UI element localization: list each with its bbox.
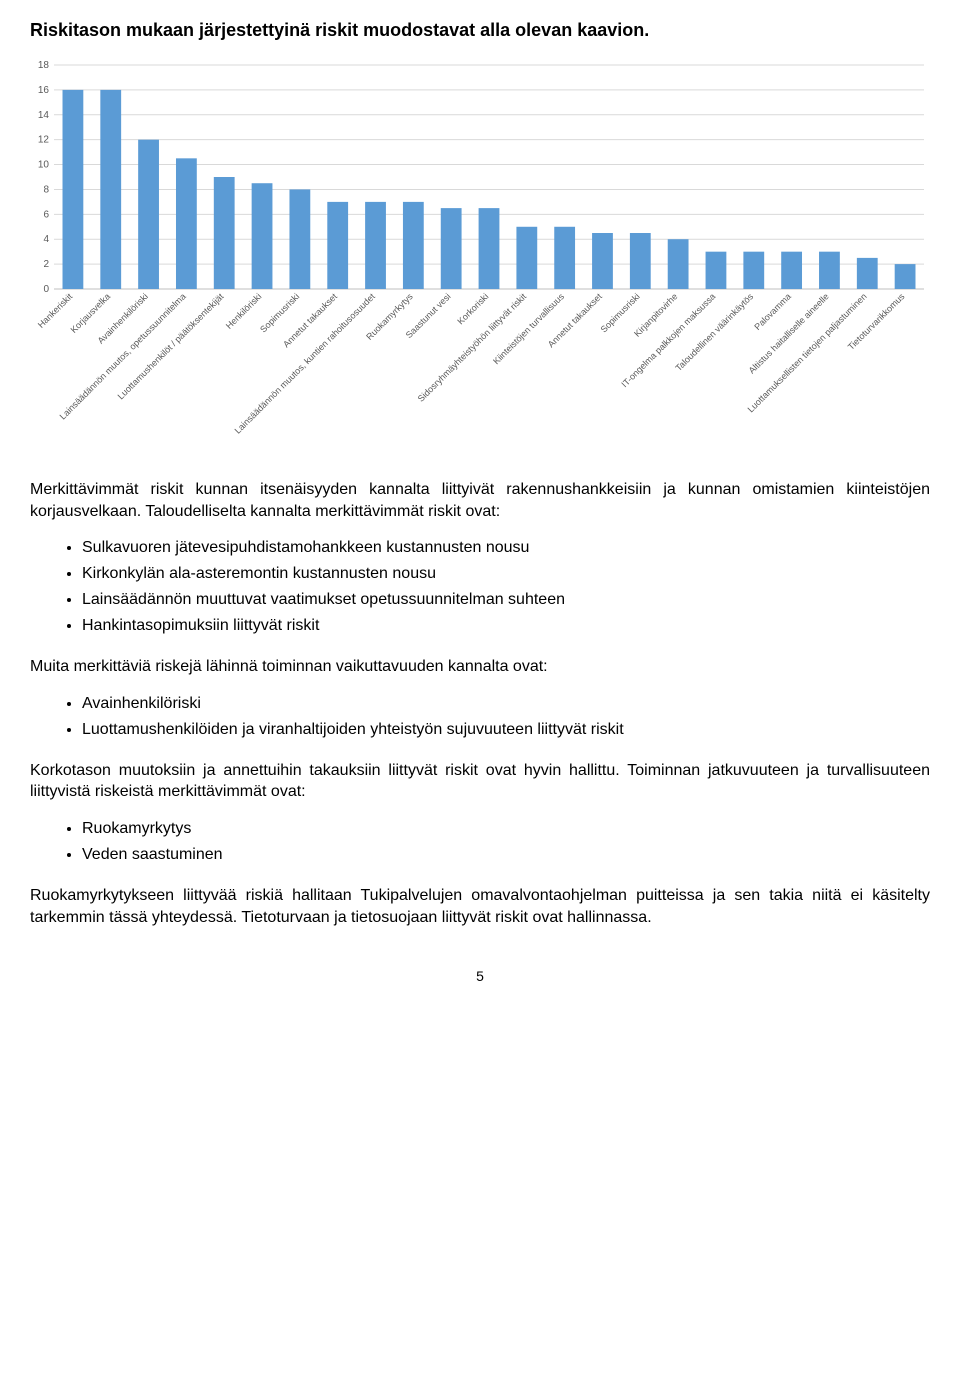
chart-bar bbox=[365, 202, 386, 289]
chart-bar bbox=[781, 252, 802, 289]
chart-bar bbox=[479, 208, 500, 289]
chart-bar bbox=[100, 90, 121, 289]
list-item: Luottamushenkilöiden ja viranhaltijoiden… bbox=[82, 718, 930, 742]
paragraph-3: Korkotason muutoksiin ja annettuihin tak… bbox=[30, 760, 930, 803]
list-item: Kirkonkylän ala-asteremontin kustannuste… bbox=[82, 562, 930, 586]
bullet-list-2: AvainhenkilöriskiLuottamushenkilöiden ja… bbox=[82, 692, 930, 742]
chart-bar bbox=[138, 140, 159, 289]
risk-bar-chart: 024681012141618HankeriskitKorjausvelkaAv… bbox=[30, 59, 930, 449]
chart-bar bbox=[668, 239, 689, 289]
chart-bar bbox=[441, 208, 462, 289]
list-item: Ruokamyrkytys bbox=[82, 817, 930, 841]
chart-bar bbox=[743, 252, 764, 289]
bullet-list-1: Sulkavuoren jätevesipuhdistamohankkeen k… bbox=[82, 536, 930, 638]
chart-bar bbox=[63, 90, 84, 289]
chart-bar bbox=[706, 252, 727, 289]
chart-bar bbox=[403, 202, 424, 289]
svg-text:Taloudellinen väärinkäytös: Taloudellinen väärinkäytös bbox=[673, 291, 755, 373]
page-number: 5 bbox=[30, 968, 930, 984]
svg-text:8: 8 bbox=[43, 184, 49, 195]
svg-text:0: 0 bbox=[43, 284, 49, 295]
chart-bar bbox=[214, 177, 235, 289]
bullet-list-3: RuokamyrkytysVeden saastuminen bbox=[82, 817, 930, 867]
svg-text:18: 18 bbox=[38, 60, 50, 71]
svg-text:2: 2 bbox=[43, 259, 49, 270]
svg-text:10: 10 bbox=[38, 160, 50, 171]
chart-bar bbox=[554, 227, 575, 289]
chart-bar bbox=[176, 158, 197, 289]
chart-bar bbox=[592, 233, 613, 289]
svg-text:4: 4 bbox=[43, 234, 49, 245]
list-item: Veden saastuminen bbox=[82, 843, 930, 867]
svg-text:Hankeriskit: Hankeriskit bbox=[36, 291, 75, 330]
chart-bar bbox=[516, 227, 537, 289]
chart-bar bbox=[252, 183, 273, 289]
svg-text:Kiinteistöjen turvallisuus: Kiinteistöjen turvallisuus bbox=[491, 291, 566, 366]
list-item: Avainhenkilöriski bbox=[82, 692, 930, 716]
svg-text:Palovamma: Palovamma bbox=[752, 291, 793, 332]
svg-text:16: 16 bbox=[38, 85, 50, 96]
chart-bar bbox=[819, 252, 840, 289]
svg-text:Henkilöriski: Henkilöriski bbox=[224, 291, 264, 331]
list-item: Lainsäädännön muuttuvat vaatimukset opet… bbox=[82, 588, 930, 612]
paragraph-2: Muita merkittäviä riskejä lähinnä toimin… bbox=[30, 656, 930, 678]
svg-text:6: 6 bbox=[43, 209, 49, 220]
svg-text:12: 12 bbox=[38, 135, 50, 146]
chart-bar bbox=[289, 189, 310, 289]
list-item: Sulkavuoren jätevesipuhdistamohankkeen k… bbox=[82, 536, 930, 560]
chart-bar bbox=[895, 264, 916, 289]
paragraph-1: Merkittävimmät riskit kunnan itsenäisyyd… bbox=[30, 479, 930, 522]
chart-bar bbox=[857, 258, 878, 289]
page-title: Riskitason mukaan järjestettyinä riskit … bbox=[30, 20, 930, 41]
list-item: Hankintasopimuksiin liittyvät riskit bbox=[82, 614, 930, 638]
paragraph-4: Ruokamyrkytykseen liittyvää riskiä halli… bbox=[30, 885, 930, 928]
chart-bar bbox=[327, 202, 348, 289]
svg-text:14: 14 bbox=[38, 110, 50, 121]
svg-text:Lainsäädännön muutos, kuntien: Lainsäädännön muutos, kuntien rahoitusos… bbox=[233, 291, 378, 436]
svg-text:Korkoriski: Korkoriski bbox=[455, 291, 490, 326]
chart-bar bbox=[630, 233, 651, 289]
